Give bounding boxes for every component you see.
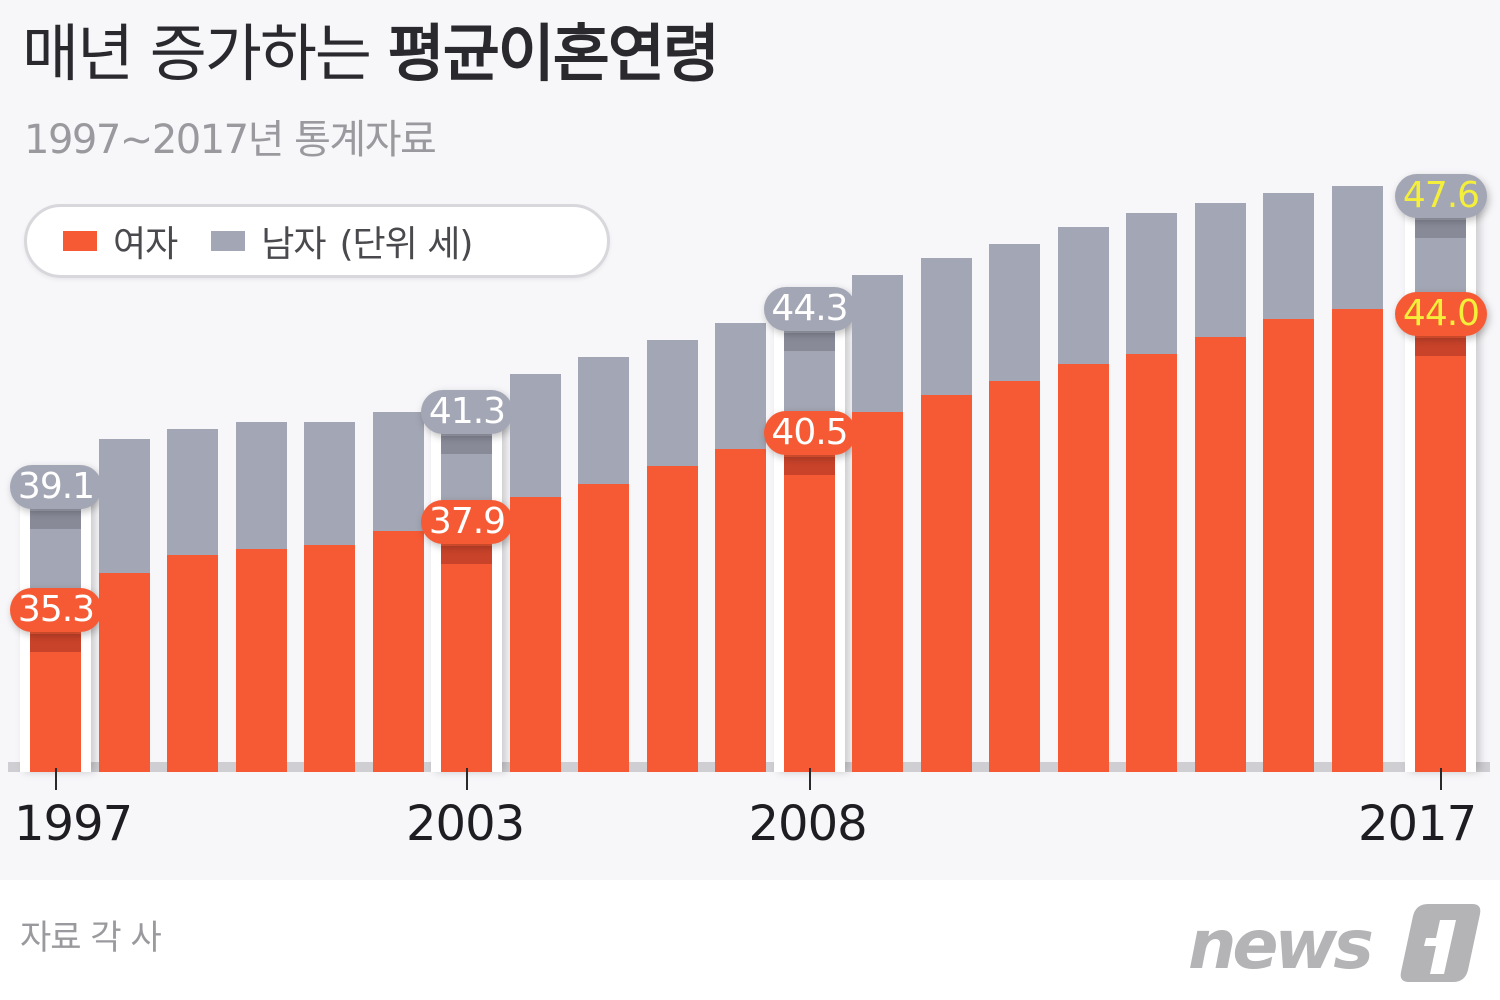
female-value-marker-2008 <box>783 457 835 476</box>
male-value-marker-2003 <box>441 435 492 454</box>
bar-female-2013 <box>1126 353 1177 772</box>
bar-female-2010 <box>920 394 972 772</box>
male-value-label-2008: 44.3 <box>763 287 856 332</box>
news1-logo-icon: news <box>1188 904 1481 982</box>
x-tick-2008 <box>808 768 811 790</box>
male-value-marker-2017 <box>1415 220 1466 239</box>
bar-female-2006 <box>646 466 698 772</box>
bar-female-2002 <box>372 531 424 772</box>
bar-female-2008 <box>783 439 835 772</box>
x-label-1997: 1997 <box>14 796 133 852</box>
male-value-label-2003: 41.3 <box>421 389 513 434</box>
legend-male-label: 남자 <box>261 224 326 265</box>
chart-title: 매년 증가하는 평균이혼연령 <box>22 14 720 94</box>
source-note: 자료 각 사 <box>20 918 162 958</box>
female-value-marker-2003 <box>441 545 492 564</box>
female-value-label-2008: 40.5 <box>763 411 856 456</box>
bar-female-2009 <box>852 411 903 772</box>
male-value-label-2017: 47.6 <box>1395 174 1487 219</box>
bar-female-1999 <box>167 555 218 772</box>
bar-female-2001 <box>304 545 355 772</box>
legend-male-swatch <box>211 231 246 251</box>
title-bold: 평균이혼연령 <box>387 17 720 90</box>
svg-text:news: news <box>1188 906 1372 982</box>
bar-chart-plot: 39.1 35.3 41.3 37.9 44.3 40.5 47.6 44.0 1997 2003… <box>8 174 1490 852</box>
male-value-marker-2008 <box>783 333 835 352</box>
male-value-label-1997: 39.1 <box>10 465 102 509</box>
legend: 여자 남자 (단위 세) <box>24 204 610 278</box>
bar-female-2003 <box>441 528 492 772</box>
bar-female-2012 <box>1057 363 1109 772</box>
female-value-marker-2017 <box>1415 338 1466 357</box>
bar-female-2007 <box>715 449 766 772</box>
chart-subtitle: 1997~2017년 통계자료 <box>24 117 437 163</box>
bar-female-1998 <box>98 572 150 772</box>
bar-female-2015 <box>1263 319 1314 772</box>
legend-female-label: 여자 <box>113 224 178 265</box>
bar-female-2000 <box>235 548 287 772</box>
bar-female-2005 <box>578 483 629 772</box>
bar-female-2014 <box>1194 336 1246 772</box>
x-tick-2017 <box>1440 768 1442 790</box>
bar-female-2011 <box>989 380 1040 772</box>
x-tick-1997 <box>55 768 57 790</box>
x-label-2008: 2008 <box>748 796 868 852</box>
title-normal: 매년 증가하는 <box>22 17 372 90</box>
bar-female-2004 <box>509 497 561 772</box>
x-label-2003: 2003 <box>406 796 525 852</box>
x-tick-2003 <box>466 768 468 790</box>
bar-female-2016 <box>1331 309 1383 772</box>
female-value-marker-1997 <box>30 634 81 652</box>
female-value-label-2003: 37.9 <box>421 499 513 544</box>
x-label-2017: 2017 <box>1358 796 1477 852</box>
legend-female-swatch <box>63 231 97 251</box>
male-value-marker-1997 <box>30 511 81 529</box>
female-value-label-2017: 44.0 <box>1395 292 1487 337</box>
bar-female-2017 <box>1415 319 1466 772</box>
female-value-label-1997: 35.3 <box>10 588 102 632</box>
legend-unit-label: (단위 세) <box>339 224 474 265</box>
